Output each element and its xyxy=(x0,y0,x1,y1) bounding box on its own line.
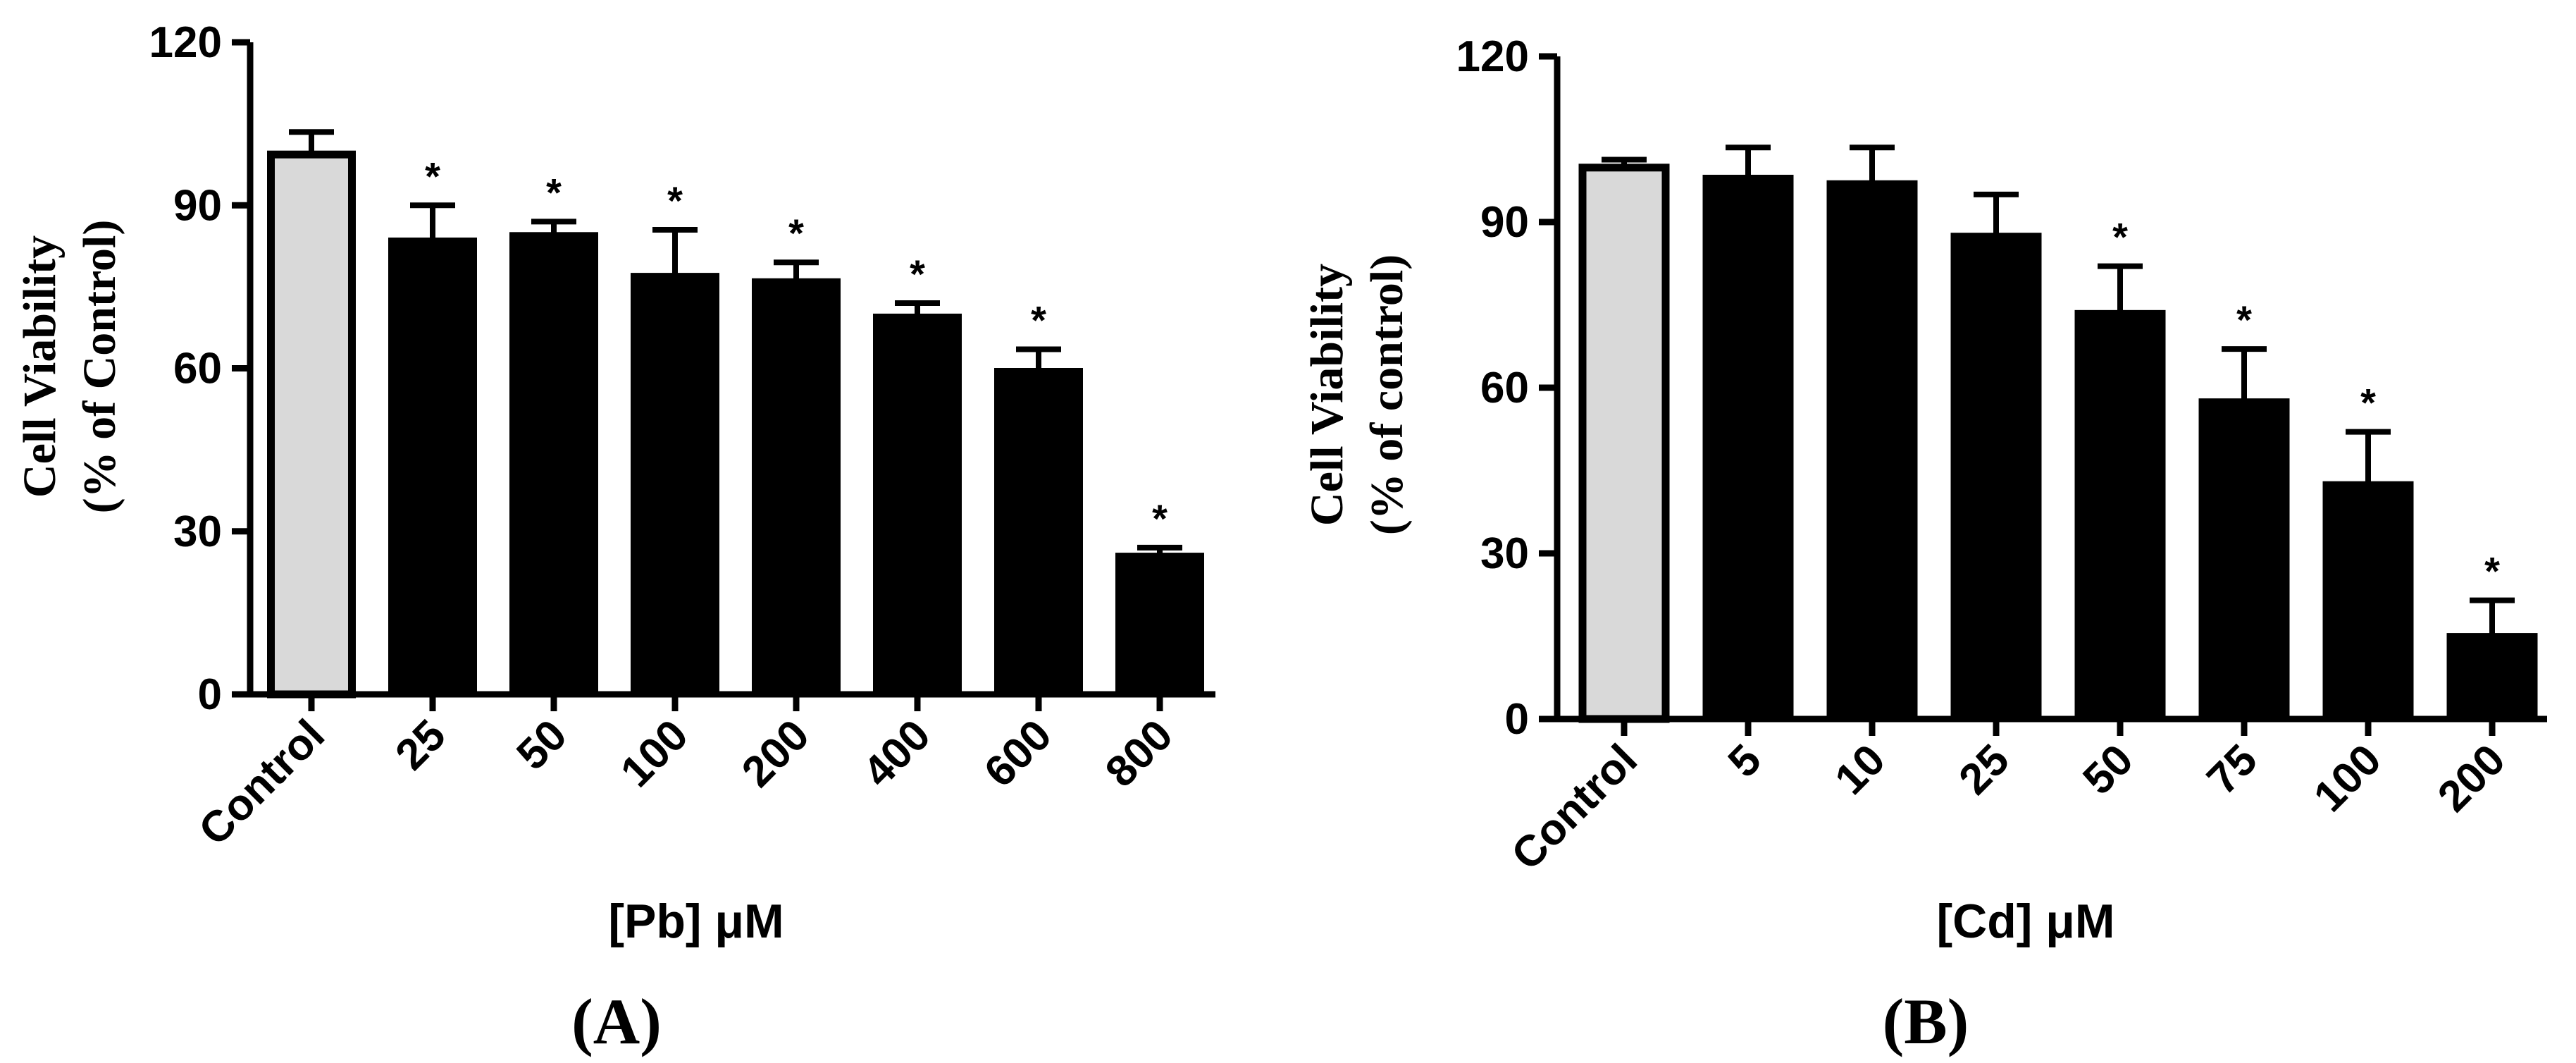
significance-marker-a: * xyxy=(546,170,562,214)
y-tick-label-a: 30 xyxy=(173,508,222,556)
y-tick-label-a: 120 xyxy=(149,18,222,67)
y-tick-label-a: 0 xyxy=(198,670,222,719)
bar-b xyxy=(1826,180,1918,720)
y-tick-label-a: 90 xyxy=(173,181,222,230)
y-axis-title-a-line1: Cell Viability xyxy=(14,235,66,498)
bar-a xyxy=(631,273,719,695)
y-axis-title-a-line2: (% of Control) xyxy=(74,220,125,514)
x-tick-label-b: 50 xyxy=(2074,735,2143,804)
panel-label-b: (B) xyxy=(1883,985,1969,1057)
bar-a xyxy=(267,150,356,699)
plot-area-a: 0 30 60 90 120 Control 25 * 50 * 100 * 200 * 400 * 600 * 8… xyxy=(149,18,1215,855)
x-tick-label-b: 5 xyxy=(1719,735,1771,787)
x-tick-label-a: 25 xyxy=(386,711,455,780)
x-tick-label-a: 600 xyxy=(975,711,1061,797)
significance-marker-b: * xyxy=(2484,549,2500,594)
x-tick-label-b: Control xyxy=(1502,735,1647,880)
x-tick-label-b: 200 xyxy=(2429,735,2515,821)
chart-panel-a: Cell Viability (% of Control) 0 30 60 90 120… xyxy=(14,18,1215,1057)
significance-marker-a: * xyxy=(425,154,440,198)
y-tick-label-b: 0 xyxy=(1505,695,1529,744)
x-tick-label-b: 100 xyxy=(2305,735,2391,821)
bar-a xyxy=(509,232,598,695)
y-tick-label-b: 60 xyxy=(1480,364,1529,412)
bar-b xyxy=(2446,633,2538,720)
y-axis-title-b-line2: (% of control) xyxy=(1361,254,1413,535)
bar-a xyxy=(388,238,477,695)
x-tick-label-a: 200 xyxy=(733,711,819,797)
bar-b xyxy=(2198,398,2290,720)
x-tick-label-a: 50 xyxy=(507,711,576,780)
x-tick-label-a: 100 xyxy=(612,711,698,797)
y-tick-label-b: 120 xyxy=(1456,32,1529,81)
bar-a xyxy=(994,368,1083,695)
significance-marker-a: * xyxy=(1152,496,1168,541)
y-tick-label-b: 90 xyxy=(1480,198,1529,247)
x-tick-label-b: 10 xyxy=(1826,735,1895,804)
x-tick-label-a: 800 xyxy=(1096,711,1182,797)
x-axis-title-a: [Pb] μM xyxy=(608,895,784,948)
bar-b xyxy=(2322,481,2414,720)
significance-marker-a: * xyxy=(910,252,925,296)
significance-marker-b: * xyxy=(2360,381,2376,425)
bar-a xyxy=(752,278,841,695)
significance-marker-b: * xyxy=(2112,215,2128,259)
bar-a xyxy=(1115,553,1204,695)
x-tick-label-b: 25 xyxy=(1950,735,2019,804)
y-tick-label-a: 60 xyxy=(173,345,222,393)
bar-a xyxy=(873,313,962,695)
x-tick-label-a: Control xyxy=(190,711,334,855)
y-tick-label-b: 30 xyxy=(1480,529,1529,578)
bar-b xyxy=(2074,309,2166,720)
plot-area-b: 0 30 60 90 120 Control 5 10 25 50 * 75 * 100 * 200 * xyxy=(1456,32,2547,880)
x-tick-label-b: 75 xyxy=(2198,735,2267,804)
significance-marker-a: * xyxy=(667,178,683,223)
significance-marker-b: * xyxy=(2236,297,2252,342)
bar-b xyxy=(1950,233,2042,720)
panel-label-a: (A) xyxy=(571,985,662,1057)
x-tick-label-a: 400 xyxy=(854,711,940,797)
significance-marker-a: * xyxy=(1031,298,1046,343)
bar-b xyxy=(1702,174,1794,720)
x-axis-title-b: [Cd] μM xyxy=(1936,895,2114,948)
chart-panel-b: Cell Viability (% of control) 0 30 60 90 120… xyxy=(1301,32,2547,1057)
significance-marker-a: * xyxy=(788,211,804,255)
bar-b xyxy=(1578,164,1670,723)
y-axis-title-b-line1: Cell Viability xyxy=(1301,264,1353,526)
